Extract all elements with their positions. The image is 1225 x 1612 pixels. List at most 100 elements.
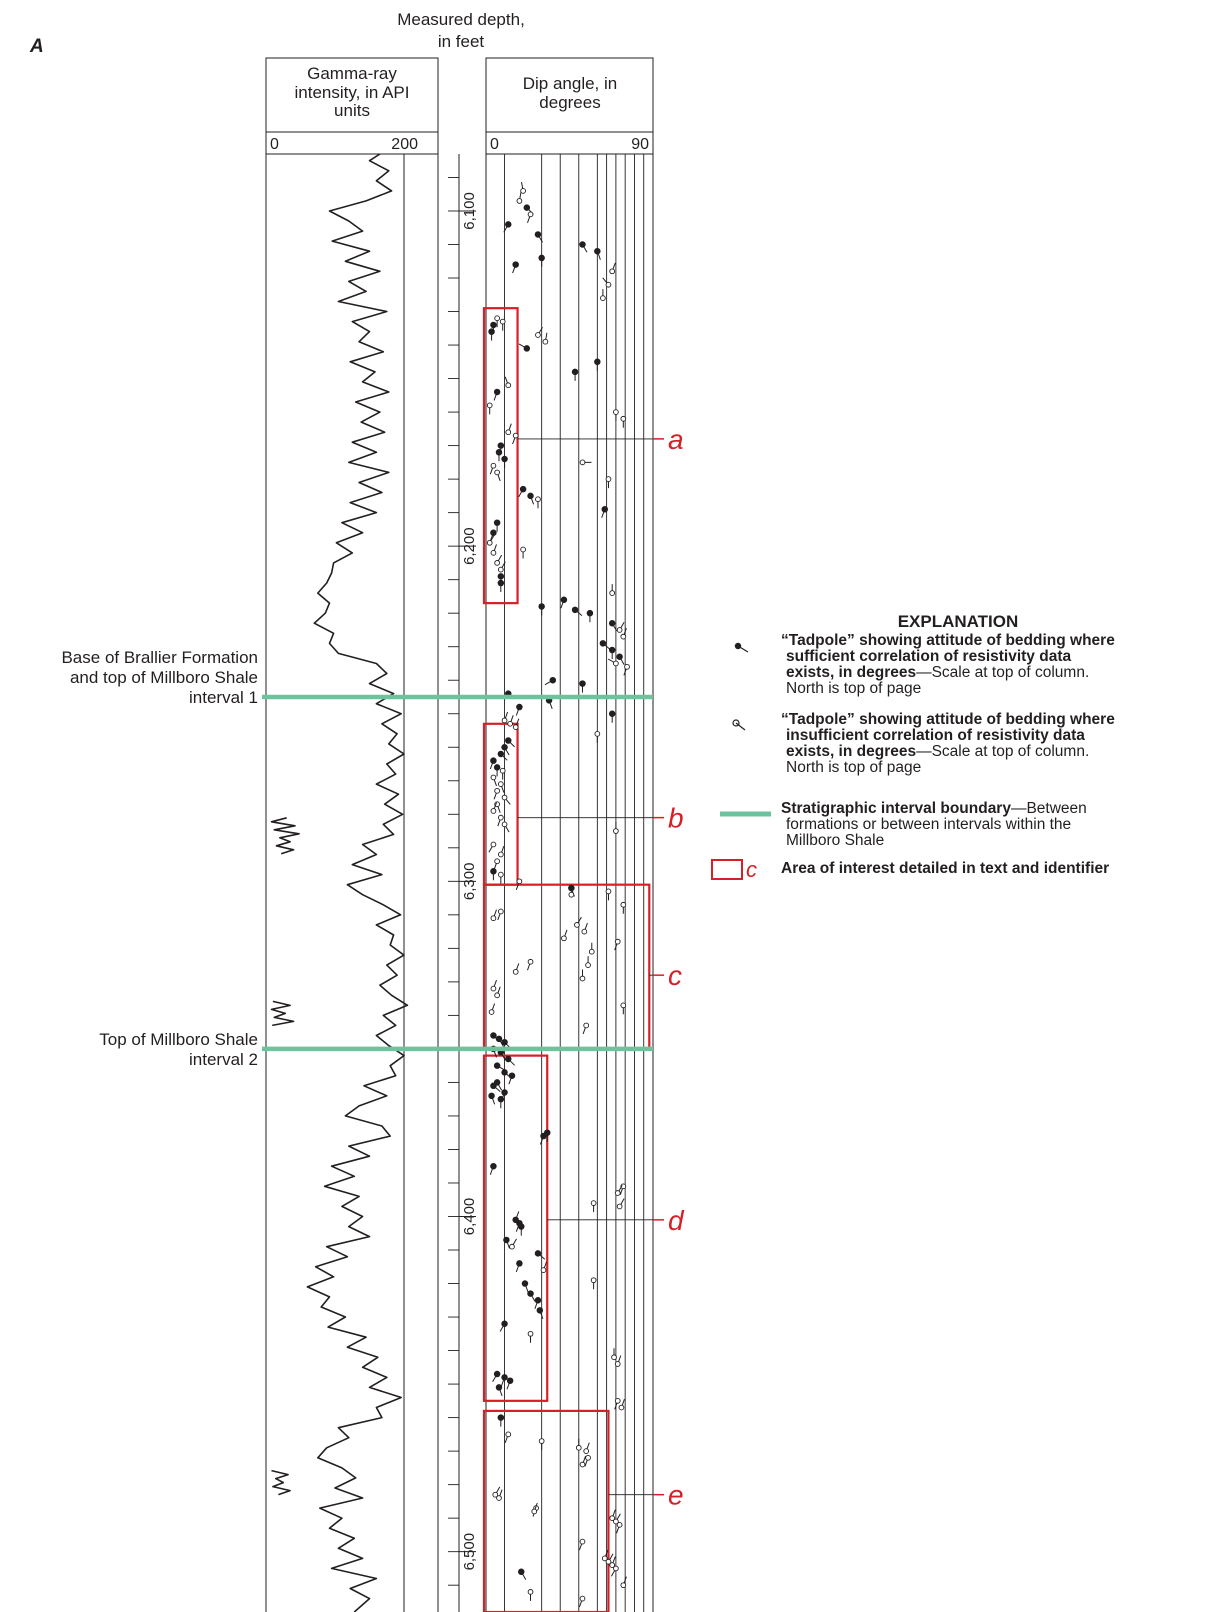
tadpole-open <box>610 1565 619 1577</box>
tadpole-head <box>538 1438 545 1444</box>
tadpole-head <box>588 948 595 955</box>
tadpole-head <box>608 646 616 654</box>
tadpole-head <box>499 767 506 774</box>
tadpole-filled <box>503 221 512 233</box>
depth-axis-label-line2: in feet <box>438 32 485 51</box>
tadpole-filled <box>571 368 579 381</box>
explanation-regular-text: North is top of page <box>786 680 921 697</box>
tadpole-head <box>505 1055 512 1063</box>
interval-label-line: Base of Brallier Formation <box>61 648 258 667</box>
tadpole-open <box>620 1576 627 1589</box>
tadpole-filled <box>508 1072 516 1085</box>
tadpole-head <box>501 1069 508 1076</box>
tadpole-open <box>497 814 504 827</box>
tadpole-head <box>520 188 526 194</box>
tadpole-head <box>493 1370 501 1378</box>
area-of-interest-label: b <box>668 803 684 834</box>
explanation-title: EXPLANATION <box>898 612 1019 631</box>
tadpole-head <box>493 519 501 526</box>
explanation-regular-text: formations or between intervals within t… <box>786 816 1071 833</box>
tadpole-head <box>493 388 501 396</box>
tadpole-head <box>496 1495 502 1501</box>
tadpole-open <box>496 1489 503 1501</box>
tadpole-head <box>509 1243 515 1250</box>
tadpole-head <box>594 358 601 366</box>
tadpole-head <box>560 596 568 604</box>
tadpole-head <box>594 730 601 737</box>
tadpole-head <box>620 1002 627 1009</box>
tadpole-head <box>616 1203 623 1210</box>
tadpole-open <box>488 1003 496 1015</box>
tadpole-filled <box>521 1280 529 1293</box>
area-of-interest-label: a <box>668 424 684 455</box>
tadpole-open <box>490 774 497 787</box>
tadpole-head <box>506 1377 514 1384</box>
explanation-regular-text: —Scale at top of column. <box>916 664 1089 681</box>
gamma-ray-low-curve <box>270 1000 295 1027</box>
tadpole-head <box>501 821 508 828</box>
explanation-bold-text: insufficient correlation of resistivity … <box>786 727 1085 744</box>
tadpole-head <box>518 1568 525 1576</box>
tadpole-head <box>499 318 506 325</box>
tadpole-filled <box>497 1414 505 1427</box>
tadpole-open <box>620 415 627 428</box>
tadpole-open <box>535 326 543 338</box>
tadpole-filled <box>492 1370 501 1383</box>
area-of-interest-box <box>482 1054 549 1402</box>
tadpole-filled <box>579 680 586 693</box>
tadpole-head <box>613 409 619 415</box>
explanation-text-line: North is top of page <box>786 680 921 697</box>
tadpole-head <box>505 221 512 228</box>
tadpole-head <box>505 737 512 744</box>
tadpole-open <box>579 1455 587 1468</box>
explanation-regular-text: —Scale at top of column. <box>916 743 1089 760</box>
tadpole-open <box>520 181 526 194</box>
tadpole-open <box>601 1549 609 1562</box>
tadpole-head <box>614 1361 621 1367</box>
explanation-bold-text: exists, in degrees <box>786 664 916 681</box>
tadpole-head <box>501 1374 508 1381</box>
tadpole-filled <box>539 1132 547 1145</box>
tadpole-head <box>497 1414 505 1421</box>
tadpole-head <box>618 1404 625 1411</box>
dip-scale-max: 90 <box>631 136 649 153</box>
tadpole-head <box>523 204 531 211</box>
tadpole-head <box>505 429 512 436</box>
tadpole-head <box>493 764 501 771</box>
tadpole-head <box>512 724 519 730</box>
tadpole-filled <box>515 703 523 716</box>
tadpole-head <box>490 462 497 469</box>
tadpole-open <box>616 621 625 633</box>
tadpole-head <box>495 1035 503 1043</box>
tadpole-head <box>521 1280 529 1287</box>
tadpole-open <box>486 402 493 415</box>
dip-scale-min: 0 <box>490 136 499 153</box>
tadpole-head <box>486 539 493 546</box>
area-of-interest-box <box>482 307 519 605</box>
tadpole-open <box>527 958 534 971</box>
tadpole-head <box>601 1555 608 1562</box>
tadpole-filled <box>506 1377 514 1390</box>
tadpole-head <box>505 382 512 389</box>
tadpole-head <box>494 315 500 322</box>
tadpole-head <box>497 851 504 858</box>
tadpole-open <box>492 1486 501 1498</box>
tadpole-head <box>501 744 508 751</box>
tadpole-head <box>490 808 497 814</box>
tadpole-head <box>614 1397 621 1404</box>
dip-title-line2: degrees <box>539 93 600 112</box>
tadpole-head <box>520 546 526 553</box>
tadpole-head <box>534 1250 542 1257</box>
tadpole-open <box>490 979 497 992</box>
gamma-ray-low-curve <box>270 817 300 855</box>
tadpole-open <box>620 628 627 640</box>
tadpole-head <box>488 328 495 335</box>
tadpole-head <box>542 338 549 345</box>
explanation-bold-text: “Tadpole” showing attitude of bedding wh… <box>781 711 1115 728</box>
tadpole-head <box>497 442 505 449</box>
tadpole-filled <box>493 388 501 401</box>
tadpole-head <box>495 1384 503 1391</box>
tadpole-head <box>534 1297 542 1304</box>
tadpole-head <box>605 281 612 288</box>
explanation-text-line: sufficient correlation of resistivity da… <box>786 648 1071 665</box>
